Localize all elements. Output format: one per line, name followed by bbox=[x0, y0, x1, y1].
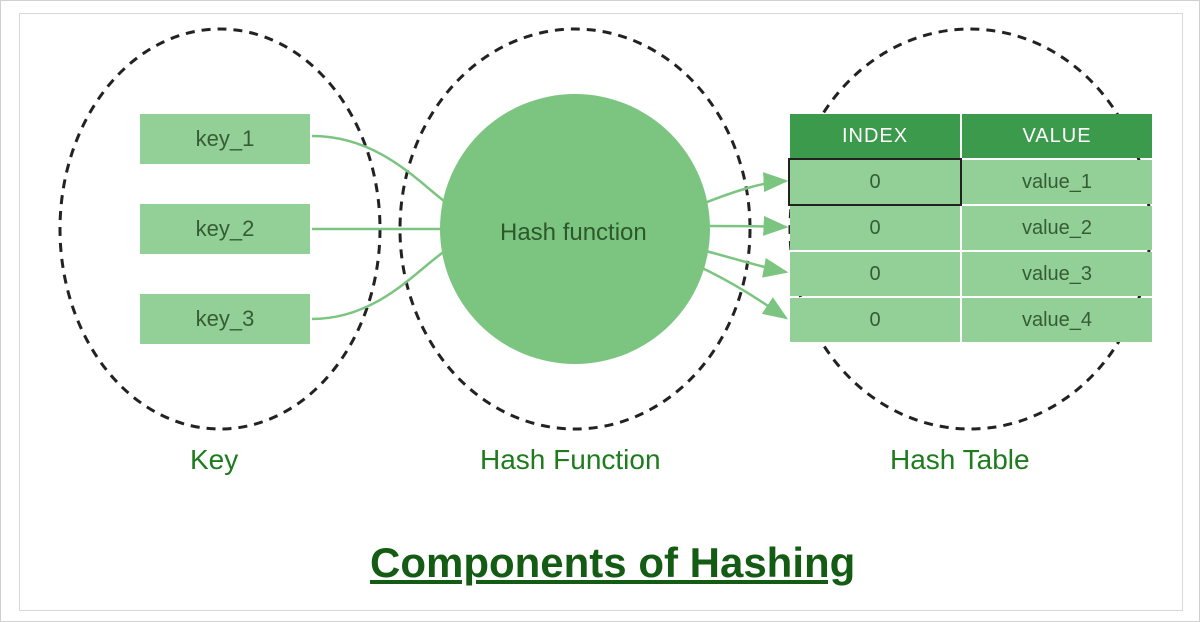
table-region-label: Hash Table bbox=[890, 444, 1030, 476]
table-row: 0value_2 bbox=[790, 206, 1152, 250]
table-header-cell: VALUE bbox=[962, 114, 1152, 158]
hash-region-label: Hash Function bbox=[480, 444, 661, 476]
table-header-row: INDEXVALUE bbox=[790, 114, 1152, 158]
key-box-2: key_2 bbox=[140, 204, 310, 254]
table-cell: value_2 bbox=[962, 206, 1152, 250]
table-cell: 0 bbox=[790, 298, 960, 342]
table-cell: 0 bbox=[790, 206, 960, 250]
table-cell: value_1 bbox=[962, 160, 1152, 204]
key-box-3: key_3 bbox=[140, 294, 310, 344]
table-row: 0value_3 bbox=[790, 252, 1152, 296]
table-cell: value_4 bbox=[962, 298, 1152, 342]
selected-row-outline bbox=[788, 158, 962, 206]
key-box-2-label: key_2 bbox=[196, 216, 255, 242]
table-row: 0value_4 bbox=[790, 298, 1152, 342]
diagram-title: Components of Hashing bbox=[370, 539, 855, 587]
table-cell: value_3 bbox=[962, 252, 1152, 296]
diagram-canvas: key_1 key_2 key_3 Hash function INDEXVAL… bbox=[19, 13, 1183, 611]
table-cell: 0 bbox=[790, 252, 960, 296]
key-box-1: key_1 bbox=[140, 114, 310, 164]
hash-table: INDEXVALUE0value_10value_20value_30value… bbox=[790, 114, 1152, 344]
key-box-3-label: key_3 bbox=[196, 306, 255, 332]
key-region-label: Key bbox=[190, 444, 238, 476]
key-box-1-label: key_1 bbox=[196, 126, 255, 152]
table-header-cell: INDEX bbox=[790, 114, 960, 158]
hash-function-circle-label: Hash function bbox=[500, 219, 647, 247]
